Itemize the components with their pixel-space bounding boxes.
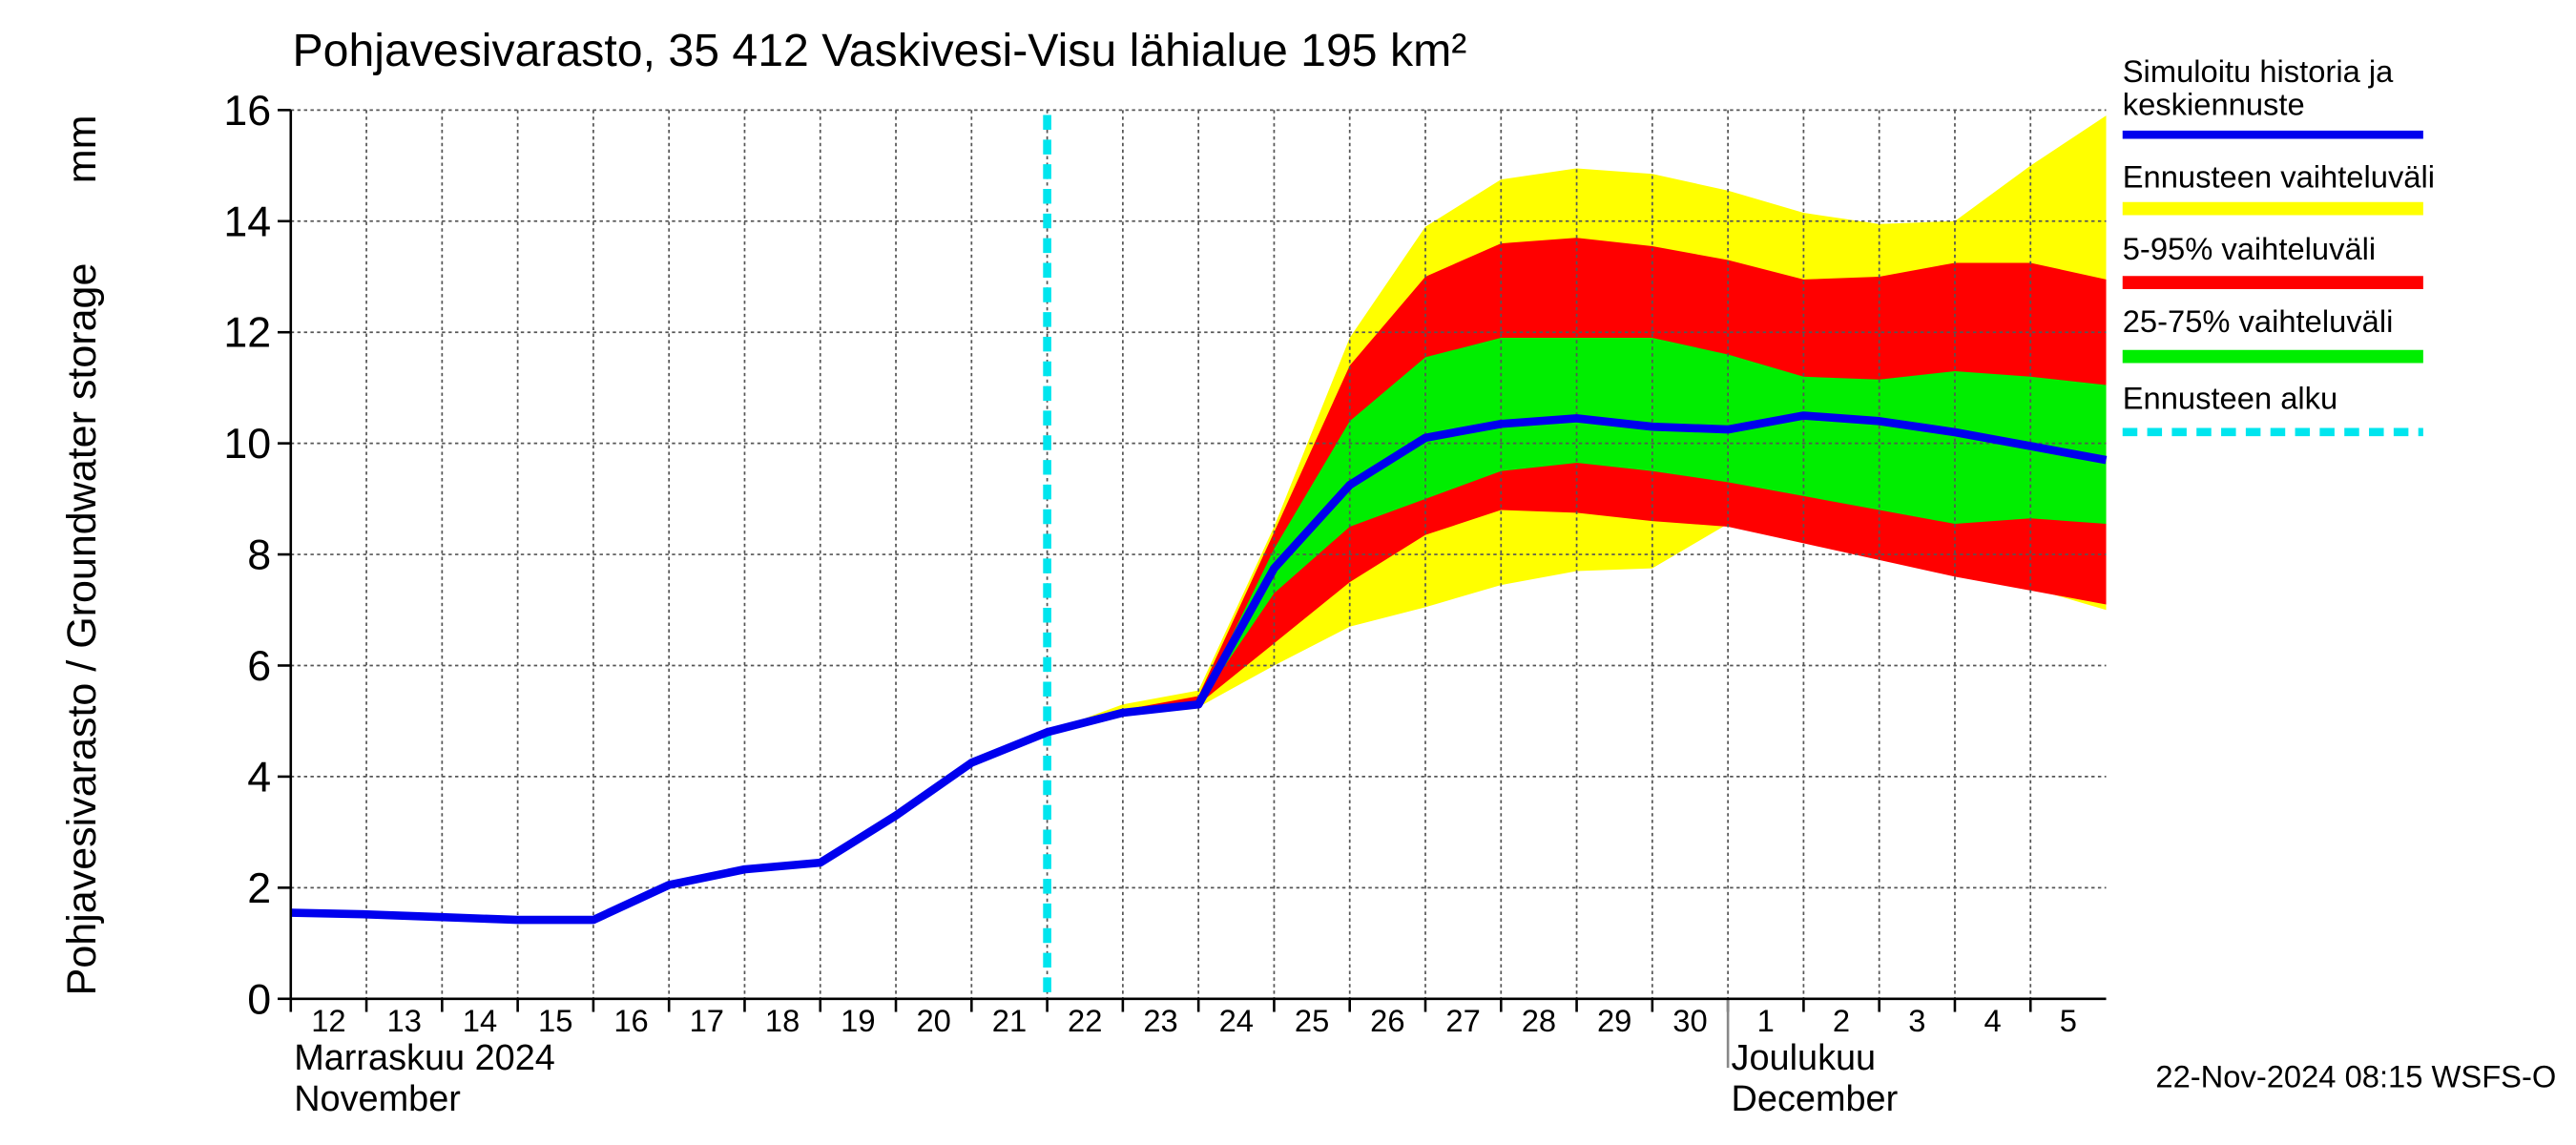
x-tick-label: 4 [1984, 1003, 2002, 1038]
x-tick-label: 22 [1068, 1003, 1102, 1038]
legend-label-line: keskiennuste [2123, 87, 2305, 122]
legend-label: Simuloitu historia ja keskiennuste [2123, 53, 2394, 121]
x-tick-label: 18 [765, 1003, 800, 1038]
y-tick-label: 12 [223, 309, 271, 357]
y-tick-label: 0 [247, 975, 271, 1023]
x-tick-label: 24 [1219, 1003, 1254, 1038]
legend-label-line: Simuloitu historia ja [2123, 53, 2394, 89]
x-tick-label: 27 [1445, 1003, 1480, 1038]
y-tick-label: 10 [223, 420, 271, 468]
x-tick-label: 14 [463, 1003, 497, 1038]
y-tick-label: 4 [247, 753, 271, 801]
x-tick-label: 23 [1143, 1003, 1177, 1038]
x-tick-label: 21 [992, 1003, 1027, 1038]
legend-label: 5-95% vaihteluväli [2123, 231, 2376, 266]
x-tick-label: 15 [538, 1003, 572, 1038]
month-label: Marraskuu 2024 [294, 1038, 555, 1078]
x-tick-label: 19 [841, 1003, 875, 1038]
x-tick-label: 3 [1908, 1003, 1925, 1038]
chart-title: Pohjavesivarasto, 35 412 Vaskivesi-Visu … [293, 25, 1467, 76]
x-tick-label: 1 [1757, 1003, 1775, 1038]
x-tick-label: 12 [311, 1003, 345, 1038]
x-tick-label: 20 [916, 1003, 950, 1038]
month-label-en: November [294, 1079, 461, 1119]
median-line [290, 411, 2108, 925]
x-tick-label: 25 [1295, 1003, 1329, 1038]
month-label: Joulukuu [1732, 1038, 1877, 1078]
x-tick-label: 30 [1672, 1003, 1707, 1038]
x-tick-label: 28 [1522, 1003, 1556, 1038]
y-tick-label: 16 [223, 87, 271, 135]
forecast-band [1047, 338, 2107, 733]
x-tick-label: 5 [2060, 1003, 2077, 1038]
legend-label: Ennusteen vaihteluväli [2123, 158, 2435, 194]
y-axis-label: Pohjavesivarasto / Groundwater storage [59, 263, 105, 996]
y-tick-label: 8 [247, 531, 271, 579]
y-tick-label: 2 [247, 864, 271, 912]
y-tick-label: 6 [247, 642, 271, 690]
x-tick-label: 26 [1370, 1003, 1404, 1038]
y-axis-unit: mm [59, 115, 105, 184]
x-tick-label: 29 [1597, 1003, 1631, 1038]
x-tick-label: 13 [387, 1003, 422, 1038]
month-label-en: December [1732, 1079, 1899, 1119]
x-tick-label: 2 [1833, 1003, 1850, 1038]
legend-label: 25-75% vaihteluväli [2123, 303, 2394, 339]
footer: 22-Nov-2024 08:15 WSFS-O [2155, 1059, 2556, 1094]
legend-label: Ennusteen alku [2123, 381, 2337, 416]
x-tick-label: 17 [690, 1003, 724, 1038]
y-tick-label: 14 [223, 198, 271, 245]
x-tick-label: 16 [613, 1003, 648, 1038]
